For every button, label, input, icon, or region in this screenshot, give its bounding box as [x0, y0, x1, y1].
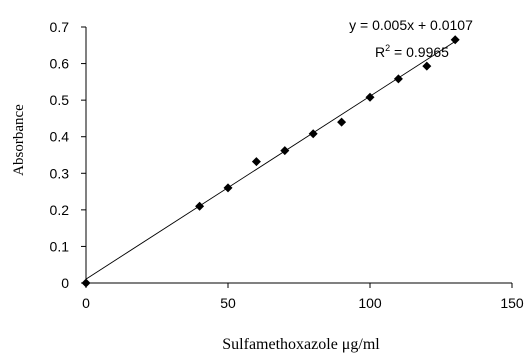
y-tick-label: 0.6 [50, 56, 70, 72]
trendline-equation: y = 0.005x + 0.0107 [349, 17, 473, 33]
data-point [251, 157, 261, 167]
data-point [223, 183, 233, 193]
x-axis-ticks: 0 50 100 150 [82, 283, 524, 311]
data-point [365, 92, 375, 102]
x-tick-label: 0 [82, 295, 90, 311]
x-axis-title: Sulfamethoxazole μg/ml [222, 336, 380, 353]
y-tick-label: 0.1 [50, 238, 70, 254]
x-tick-label: 100 [358, 295, 382, 311]
y-tick-label: 0.2 [50, 202, 70, 218]
y-tick-label: 0.5 [50, 92, 70, 108]
x-tick-label: 150 [500, 295, 524, 311]
data-points [81, 35, 460, 288]
y-tick-label: 0.7 [50, 19, 70, 35]
y-tick-label: 0.3 [50, 165, 70, 181]
y-axis-ticks: 0 0.1 0.2 0.3 0.4 0.5 0.6 0.7 [50, 19, 86, 291]
y-tick-label: 0 [61, 275, 69, 291]
r-squared-label: R2 = 0.9965 [375, 43, 449, 60]
data-point [280, 146, 290, 156]
data-point [81, 278, 91, 288]
data-point [308, 129, 318, 139]
data-point [195, 201, 205, 211]
trendline [85, 40, 456, 280]
data-point [393, 74, 403, 84]
plot-area: 0 0.1 0.2 0.3 0.4 0.5 0.6 0.7 0 50 100 150 [50, 19, 524, 311]
data-point [422, 61, 432, 71]
y-tick-label: 0.4 [50, 129, 70, 145]
data-point [337, 117, 347, 127]
data-point [450, 35, 460, 45]
y-axis-title: Absorbance [11, 104, 27, 176]
x-tick-label: 50 [220, 295, 236, 311]
